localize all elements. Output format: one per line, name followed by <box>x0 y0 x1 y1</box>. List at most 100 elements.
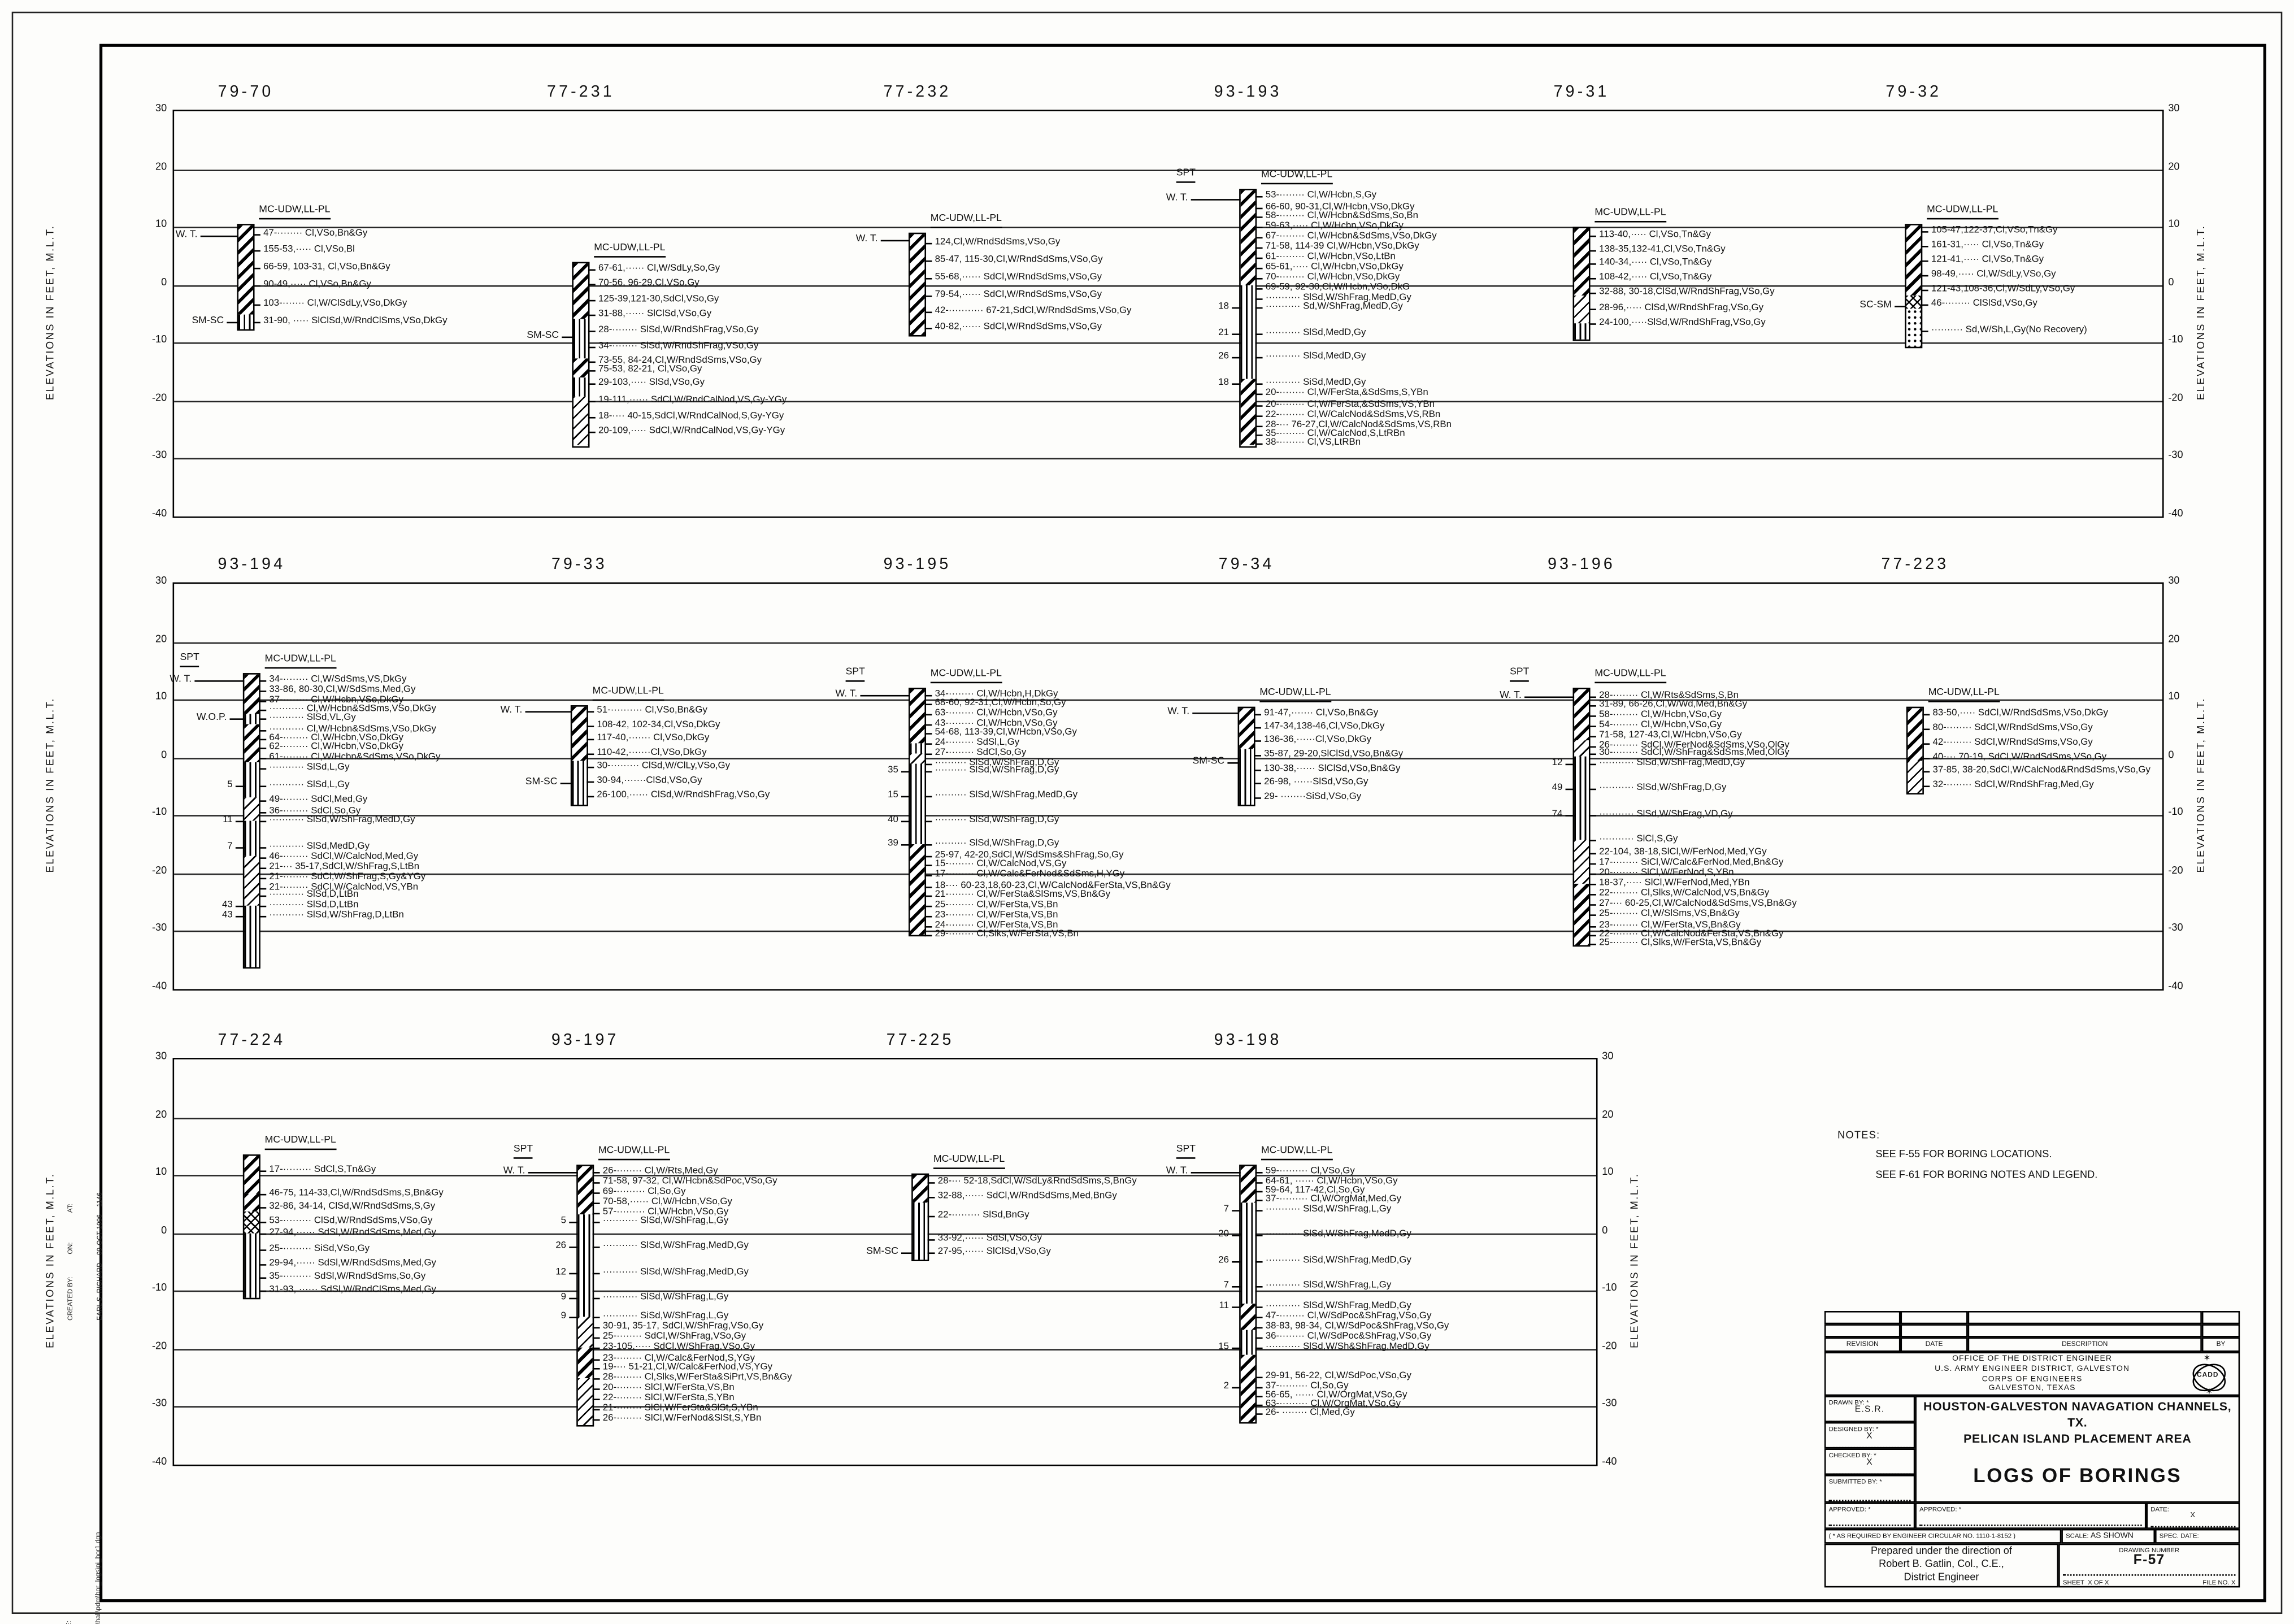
lithology-segment-x <box>244 1212 259 1233</box>
boring-column <box>1239 1165 1257 1425</box>
sample-description: 55-68,······ SdCl,W/RndSdSms,VSo,Gy <box>935 272 1102 283</box>
notes-title: NOTES: <box>1837 1131 1880 1141</box>
spt-leader <box>235 786 245 788</box>
office-line: OFFICE OF THE DISTRICT ENGINEER <box>1952 1354 2112 1364</box>
side-label-leader <box>901 1253 913 1255</box>
entry-leader <box>1255 1181 1263 1183</box>
entry-leader <box>259 730 267 732</box>
side-label: W. T. <box>1166 192 1188 203</box>
sample-description: 35-········· SdSl,W/RndSdSms,So,Gy <box>269 1271 426 1282</box>
sample-description: 25-········ Cl,W/FerSta,VS,Bn <box>935 900 1058 911</box>
spt-value: 21 <box>1218 327 1229 338</box>
lithology-segment-d <box>577 1347 593 1379</box>
office-line: CORPS OF ENGINEERS <box>1982 1374 2083 1384</box>
sample-description: 147-34,138-46,Cl,VSo,DkGy <box>1264 721 1385 732</box>
entry-leader <box>1588 696 1596 697</box>
lithology-segment-dl <box>574 396 588 446</box>
sample-description: 26-98, ······SlSd,VSo,Gy <box>1264 777 1368 788</box>
elevation-tick-right: 0 <box>2168 750 2174 761</box>
entry-leader <box>1588 324 1596 325</box>
sample-description: 43-········ Cl,W/Hcbn,VSo,Gy <box>935 718 1058 728</box>
entry-leader <box>588 416 596 418</box>
spt-leader <box>569 1272 578 1274</box>
sample-description: 121-41,····· Cl,VSo,Tn&Gy <box>1931 255 2044 266</box>
drawn-by-label: DRAWN BY: * <box>1828 1399 1869 1406</box>
elevation-tick-left: 20 <box>155 1110 167 1121</box>
entry-leader <box>588 269 596 271</box>
sample-description: 47-········ Cl,W/SdPoc&ShFrag,VSo,Gy <box>1265 1312 1432 1322</box>
entry-leader <box>1255 1317 1263 1319</box>
side-label: W. T. <box>170 675 192 685</box>
sample-type-header: MC-UDW,LL-PL <box>1594 208 1666 223</box>
sample-description: 69-········· Cl,So,Gy <box>602 1186 686 1197</box>
sample-description: ··········· SlSd,W/ShFrag,MedD,Gy <box>1265 292 1411 302</box>
entry-leader <box>259 812 267 814</box>
entry-leader <box>588 284 596 286</box>
entry-leader <box>1255 333 1263 335</box>
spt-column-header: SPT <box>180 653 199 668</box>
sample-description: 71-58, 97-32, Cl,W/Hcbn&SdPoc,VSo,Gy <box>602 1175 777 1186</box>
spt-leader <box>1232 1387 1241 1388</box>
sample-description: 34-········ SlSd,W/RndShFrag,VSo,Gy <box>598 340 759 351</box>
entry-leader <box>588 346 596 348</box>
entry-leader <box>1588 715 1596 717</box>
elevation-tick-right: 20 <box>2168 162 2180 172</box>
sample-type-header: MC-UDW,LL-PL <box>1594 669 1666 684</box>
sample-description: 98-49,····· Cl,W/SdLy,VSo,Gy <box>1931 269 2056 280</box>
elevation-tick-left: -10 <box>151 1283 167 1294</box>
entry-leader <box>924 915 932 918</box>
entry-leader <box>1255 1235 1263 1237</box>
elevation-tick-right: 30 <box>2168 576 2180 587</box>
office-block: OFFICE OF THE DISTRICT ENGINEER U.S. ARM… <box>1824 1352 2240 1396</box>
sample-description: ··········· SlSd,W/ShFrag,MedD,Gy <box>1265 1229 1411 1240</box>
lithology-segment-v <box>244 906 259 967</box>
lithology-segment-d <box>244 675 259 715</box>
entry-leader <box>586 725 594 727</box>
entry-leader <box>1255 287 1263 289</box>
entry-leader <box>592 1192 600 1194</box>
date-header: DATE <box>1900 1337 1968 1352</box>
spt-value: 20 <box>1218 1229 1229 1240</box>
footnote-box: ( * AS REQUIRED BY ENGINEER CIRCULAR NO.… <box>1824 1529 2062 1544</box>
sample-description: 75-53, 82-21, Cl,VSo,Gy <box>598 364 702 375</box>
entry-leader <box>1255 1413 1263 1415</box>
sample-description: 103-······· Cl,W/ClSdLy,VSo,DkGy <box>263 298 407 309</box>
spt-value: 12 <box>1552 757 1563 768</box>
elevation-tick-right: -10 <box>2168 335 2183 346</box>
entry-leader <box>259 786 267 788</box>
entry-leader <box>924 277 932 280</box>
entry-leader <box>1922 742 1930 745</box>
revision-empty-cell <box>2201 1324 2240 1338</box>
sample-description: 20-109,····· SdCl,W/RndCalNod,VS,Gy-YGy <box>598 425 785 437</box>
sample-type-header: MC-UDW,LL-PL <box>1259 688 1331 702</box>
sample-description: 90-49,····· Cl,VSo,Bn&Gy <box>263 280 371 290</box>
elevation-tick-left: -40 <box>151 509 167 520</box>
sample-description: 19-111,······ SdCl,W/RndCalNod,VS,Gy-YGy <box>598 395 787 406</box>
boring-title: 93-198 <box>1214 1031 1282 1049</box>
sample-description: 70-········ Cl,W/Hcbn,VSo,DkGy <box>1265 271 1400 282</box>
lithology-segment-d <box>238 225 253 314</box>
sample-description: 42-········ SdCl,W/RndSdSms,VSo,Gy <box>1932 737 2093 748</box>
entry-leader <box>927 1197 935 1199</box>
sample-description: ·········· SlSd,W/ShFrag,D,Gy <box>935 839 1059 849</box>
elevation-tick-left: 20 <box>155 634 167 645</box>
sample-description: ··········· SlSd,W/ShFrag,D,LtBn <box>269 910 404 921</box>
sample-type-header: MC-UDW,LL-PL <box>930 669 1002 684</box>
entry-leader <box>259 700 267 702</box>
entry-leader <box>586 753 594 754</box>
entry-leader <box>586 766 594 768</box>
elevation-tick-left: -40 <box>151 1457 167 1468</box>
prepared-box: Prepared under the direction of Robert B… <box>1824 1543 2059 1588</box>
spt-leader <box>1232 1261 1241 1263</box>
spt-leader <box>1565 814 1575 817</box>
spt-value: 26 <box>1218 350 1229 361</box>
lithology-segment-v <box>238 314 253 330</box>
spt-leader <box>1232 333 1241 335</box>
entry-leader <box>1255 308 1263 310</box>
entry-leader <box>259 1221 267 1223</box>
revision-empty-cell <box>2201 1311 2240 1325</box>
spt-value: 26 <box>555 1240 567 1251</box>
elevation-gridline <box>174 1348 1596 1351</box>
entry-leader <box>1922 728 1930 730</box>
sample-description: ··········· SlSd,W/ShFrag,MedD,Gy <box>269 815 415 826</box>
